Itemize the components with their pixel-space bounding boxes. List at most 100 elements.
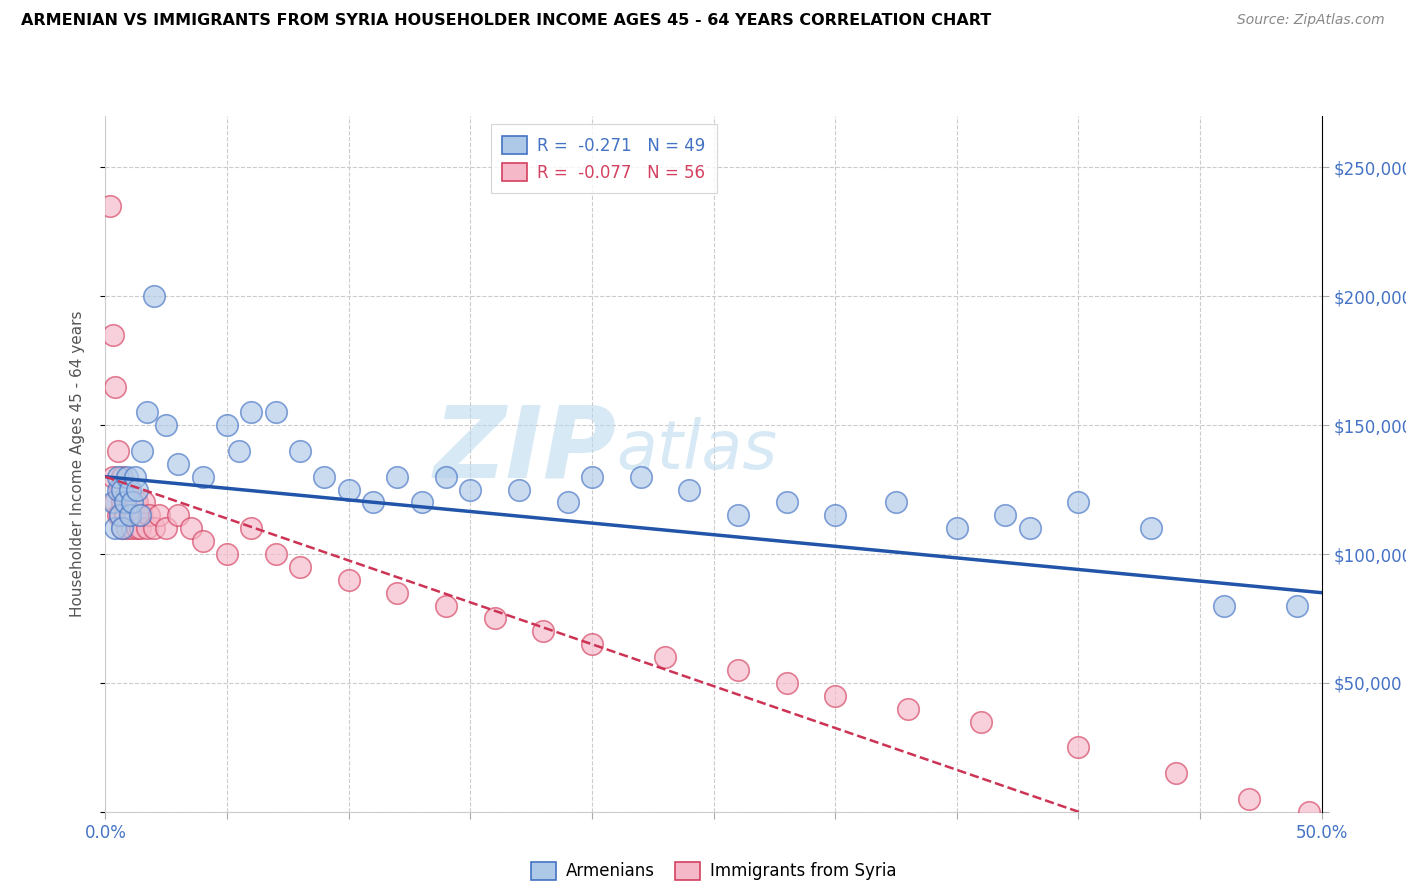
Point	[411, 495, 433, 509]
Point	[135, 405, 157, 419]
Point	[125, 483, 148, 497]
Point	[581, 637, 603, 651]
Point	[387, 585, 409, 599]
Point	[1140, 521, 1163, 535]
Point	[107, 444, 129, 458]
Point	[1298, 805, 1320, 819]
Point	[114, 508, 136, 523]
Point	[118, 495, 141, 509]
Point	[167, 508, 190, 523]
Point	[101, 495, 124, 509]
Point	[727, 508, 749, 523]
Point	[1164, 766, 1187, 780]
Point	[117, 469, 139, 483]
Point	[217, 547, 239, 561]
Point	[118, 483, 141, 497]
Point	[128, 508, 150, 523]
Point	[581, 469, 603, 483]
Point	[143, 289, 166, 303]
Point	[111, 483, 134, 497]
Point	[897, 701, 920, 715]
Point	[108, 508, 131, 523]
Point	[970, 714, 993, 729]
Point	[131, 508, 153, 523]
Point	[118, 483, 141, 497]
Point	[104, 521, 127, 535]
Point	[124, 469, 146, 483]
Text: ARMENIAN VS IMMIGRANTS FROM SYRIA HOUSEHOLDER INCOME AGES 45 - 64 YEARS CORRELAT: ARMENIAN VS IMMIGRANTS FROM SYRIA HOUSEH…	[21, 13, 991, 29]
Point	[107, 469, 129, 483]
Point	[824, 508, 846, 523]
Point	[217, 418, 239, 433]
Point	[1067, 495, 1090, 509]
Point	[128, 521, 150, 535]
Point	[994, 508, 1017, 523]
Point	[945, 521, 967, 535]
Y-axis label: Householder Income Ages 45 - 64 years: Householder Income Ages 45 - 64 years	[70, 310, 84, 617]
Point	[104, 379, 127, 393]
Point	[180, 521, 202, 535]
Point	[654, 650, 676, 665]
Point	[557, 495, 579, 509]
Point	[155, 521, 177, 535]
Point	[264, 547, 287, 561]
Point	[125, 521, 148, 535]
Point	[458, 483, 481, 497]
Point	[118, 508, 141, 523]
Point	[824, 689, 846, 703]
Point	[118, 508, 141, 523]
Point	[288, 560, 311, 574]
Point	[434, 599, 457, 613]
Point	[111, 469, 134, 483]
Point	[107, 508, 129, 523]
Text: atlas: atlas	[616, 417, 778, 483]
Point	[191, 534, 214, 549]
Point	[1067, 740, 1090, 755]
Point	[240, 521, 263, 535]
Point	[337, 573, 360, 587]
Point	[1286, 599, 1309, 613]
Point	[167, 457, 190, 471]
Point	[434, 469, 457, 483]
Point	[121, 495, 143, 509]
Point	[775, 676, 797, 690]
Point	[288, 444, 311, 458]
Legend: Armenians, Immigrants from Syria: Armenians, Immigrants from Syria	[524, 855, 903, 887]
Point	[1213, 599, 1236, 613]
Point	[143, 521, 166, 535]
Point	[138, 508, 160, 523]
Point	[1237, 792, 1260, 806]
Text: ZIP: ZIP	[433, 401, 616, 499]
Point	[484, 611, 506, 625]
Point	[111, 521, 134, 535]
Point	[111, 521, 134, 535]
Point	[361, 495, 384, 509]
Point	[124, 508, 146, 523]
Point	[131, 444, 153, 458]
Point	[508, 483, 530, 497]
Point	[314, 469, 336, 483]
Point	[228, 444, 250, 458]
Point	[98, 199, 121, 213]
Point	[124, 495, 146, 509]
Point	[104, 495, 127, 509]
Point	[107, 483, 129, 497]
Point	[125, 495, 148, 509]
Point	[121, 508, 143, 523]
Point	[155, 418, 177, 433]
Point	[108, 508, 131, 523]
Point	[135, 521, 157, 535]
Point	[678, 483, 700, 497]
Point	[531, 624, 554, 639]
Point	[630, 469, 652, 483]
Point	[117, 521, 139, 535]
Point	[134, 495, 156, 509]
Point	[148, 508, 170, 523]
Point	[121, 521, 143, 535]
Text: Source: ZipAtlas.com: Source: ZipAtlas.com	[1237, 13, 1385, 28]
Point	[337, 483, 360, 497]
Point	[111, 495, 134, 509]
Point	[101, 328, 124, 343]
Point	[108, 483, 131, 497]
Point	[1018, 521, 1040, 535]
